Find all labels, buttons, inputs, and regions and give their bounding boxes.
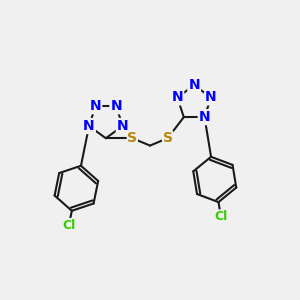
Text: N: N	[90, 99, 101, 113]
Text: N: N	[205, 90, 217, 104]
Text: Cl: Cl	[214, 210, 227, 223]
Text: S: S	[163, 131, 173, 145]
Text: N: N	[199, 110, 210, 124]
Text: N: N	[83, 119, 95, 133]
Text: S: S	[127, 131, 137, 145]
Text: N: N	[117, 119, 128, 133]
Text: N: N	[110, 99, 122, 113]
Text: N: N	[188, 78, 200, 92]
Text: Cl: Cl	[62, 219, 76, 232]
Text: N: N	[172, 90, 183, 104]
